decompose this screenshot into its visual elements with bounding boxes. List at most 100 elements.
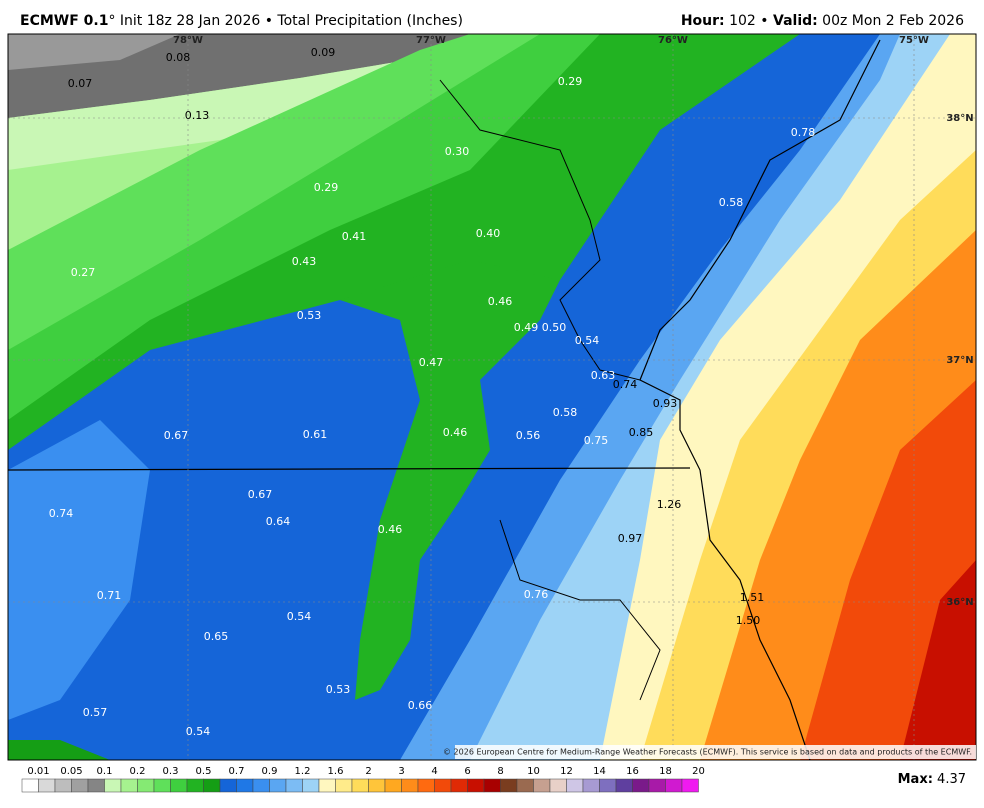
colorbar-box xyxy=(71,778,89,793)
colorbar-label: 2 xyxy=(365,766,371,777)
precip-value: 0.78 xyxy=(791,126,816,139)
precip-value: 0.58 xyxy=(719,196,744,209)
colorbar-label: 0.2 xyxy=(130,766,146,777)
precip-value: 0.07 xyxy=(68,77,93,90)
precip-value: 0.58 xyxy=(553,406,578,419)
colorbar-box xyxy=(285,778,303,793)
colorbar-label: 0.5 xyxy=(196,766,212,777)
field-band xyxy=(8,740,110,760)
field-band xyxy=(8,34,180,70)
hour: 102 • xyxy=(725,13,773,29)
precip-field xyxy=(8,34,976,760)
colorbar-label: 1.2 xyxy=(295,766,311,777)
precip-value: 0.56 xyxy=(516,429,541,442)
precip-value: 0.65 xyxy=(204,630,229,643)
precip-value: 0.47 xyxy=(419,356,444,369)
latitude-label: 36°N xyxy=(946,597,973,608)
colorbar-box xyxy=(120,778,138,793)
colorbar-box xyxy=(351,778,369,793)
precip-value: 0.64 xyxy=(266,515,291,528)
colorbar-box xyxy=(434,778,452,793)
colorbar-box xyxy=(318,778,336,793)
copyright: © 2026 European Centre for Medium-Range … xyxy=(443,748,972,757)
colorbar-label: 8 xyxy=(497,766,503,777)
precip-value: 1.51 xyxy=(740,591,765,604)
colorbar-label: 1.6 xyxy=(328,766,344,777)
precip-value: 0.53 xyxy=(297,309,322,322)
colorbar-box xyxy=(54,778,72,793)
longitude-label: 76°W xyxy=(658,35,688,46)
graticule xyxy=(8,34,976,760)
colorbar-box xyxy=(236,778,254,793)
colorbar-box xyxy=(632,778,650,793)
coastline xyxy=(639,39,881,760)
field-band xyxy=(900,560,976,760)
colorbar-box xyxy=(269,778,287,793)
colorbar-box xyxy=(401,778,419,793)
latitude-label: 38°N xyxy=(946,113,973,124)
colorbar-box xyxy=(533,778,551,793)
precip-value: 0.43 xyxy=(292,255,317,268)
colorbar-label: 0.3 xyxy=(163,766,179,777)
colorbar-box xyxy=(566,778,584,793)
colorbar-box xyxy=(648,778,666,793)
max-value: 4.37 xyxy=(933,772,966,787)
colorbar-label: 0.1 xyxy=(97,766,113,777)
precip-value: 1.26 xyxy=(657,498,682,511)
field-band xyxy=(8,420,150,720)
valid: 00z Mon 2 Feb 2026 xyxy=(818,13,964,29)
max-value: Max: 4.37 xyxy=(898,772,966,787)
colorbar-box xyxy=(137,778,155,793)
colorbar-box xyxy=(582,778,600,793)
colorbar-label: 0.05 xyxy=(60,766,82,777)
precip-value: 0.41 xyxy=(342,230,367,243)
colorbar-box xyxy=(153,778,171,793)
valid-time: Hour: 102 • Valid: 00z Mon 2 Feb 2026 xyxy=(681,13,964,29)
precip-value: 0.29 xyxy=(314,181,339,194)
header-title: ECMWF 0.1° Init 18z 28 Jan 2026 • Total … xyxy=(20,13,463,29)
colorbar-box xyxy=(467,778,485,793)
hour-label: Hour: xyxy=(681,13,725,29)
latitude-label: 37°N xyxy=(946,355,973,366)
precip-value: 0.76 xyxy=(524,588,549,601)
colorbar-box xyxy=(104,778,122,793)
colorbar-label: 12 xyxy=(560,766,573,777)
longitude-label: 77°W xyxy=(416,35,446,46)
colorbar-label: 14 xyxy=(593,766,606,777)
precip-value: 0.63 xyxy=(591,369,616,382)
colorbar-box xyxy=(186,778,204,793)
colorbar-box xyxy=(384,778,402,793)
precip-value: 0.40 xyxy=(476,227,501,240)
colorbar-label: 0.9 xyxy=(262,766,278,777)
precip-value: 0.46 xyxy=(443,426,468,439)
precip-value: 0.93 xyxy=(653,397,678,410)
longitude-label: 78°W xyxy=(173,35,203,46)
colorbar-box xyxy=(302,778,320,793)
state-border xyxy=(8,467,691,471)
precip-value: 0.57 xyxy=(83,706,108,719)
colorbar-label: 6 xyxy=(464,766,470,777)
colorbar-label: 0.7 xyxy=(229,766,245,777)
model-name: ECMWF 0.1 xyxy=(20,13,108,29)
precip-value: 0.67 xyxy=(164,429,189,442)
colorbar-box xyxy=(450,778,468,793)
colorbar-box xyxy=(483,778,501,793)
colorbar-box xyxy=(665,778,683,793)
colorbar-box xyxy=(417,778,435,793)
colorbar-box xyxy=(219,778,237,793)
precip-value: 0.30 xyxy=(445,145,470,158)
precip-value: 0.50 xyxy=(542,321,567,334)
precip-value: 0.46 xyxy=(488,295,513,308)
precip-value: 0.66 xyxy=(408,699,433,712)
colorbar-label: 0.01 xyxy=(27,766,49,777)
colorbar-box xyxy=(252,778,270,793)
colorbar-box xyxy=(500,778,518,793)
precip-value: 0.27 xyxy=(71,266,96,279)
precip-value: 0.49 xyxy=(514,321,539,334)
precip-value: 0.67 xyxy=(248,488,273,501)
colorbar-box xyxy=(170,778,188,793)
precip-value: 1.50 xyxy=(736,614,761,627)
precip-value: 0.74 xyxy=(49,507,74,520)
